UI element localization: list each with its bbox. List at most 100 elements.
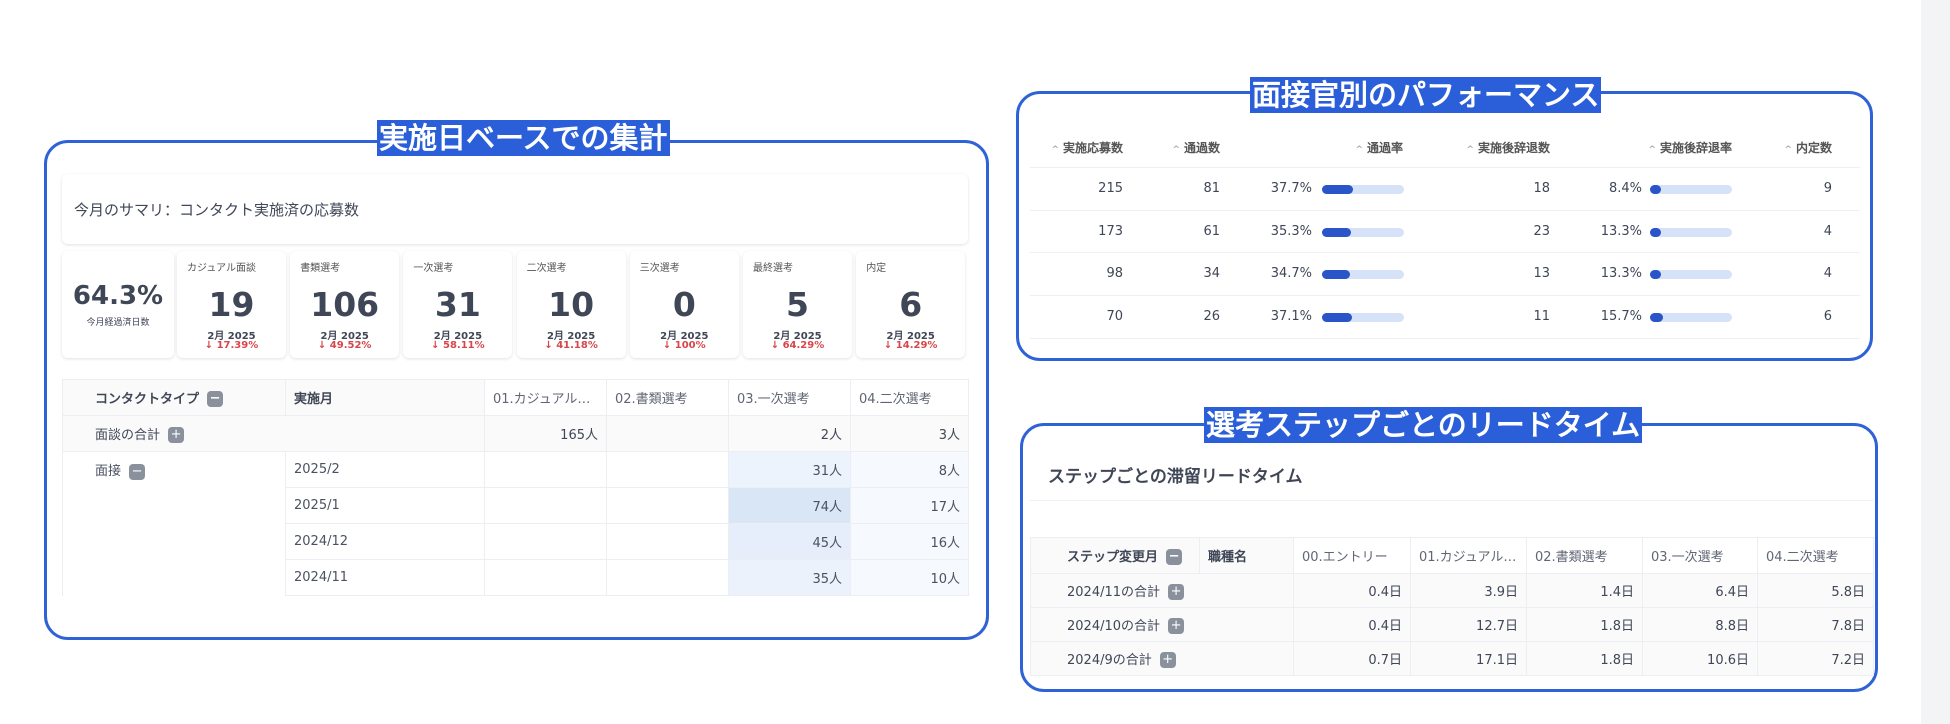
total-row: 面談の合計 +165人 2人 3人 <box>62 415 969 452</box>
collapse-button[interactable]: − <box>1166 549 1183 566</box>
column-header[interactable]: 04.二次選考 <box>850 379 969 416</box>
kpi-label: 内定 <box>866 263 887 274</box>
panel-title-lead-time: 選考ステップごとのリードタイム <box>1204 407 1643 443</box>
scrollbar[interactable] <box>1921 0 1950 724</box>
kpi-month: 2月 2025 <box>660 331 709 342</box>
row-divider <box>1030 209 1860 211</box>
collapse-button[interactable]: − <box>207 391 224 408</box>
column-header[interactable]: 03.一次選考 <box>728 379 851 416</box>
column-header[interactable]: 02.書類選考 <box>606 379 729 416</box>
sort-icon: ^ <box>1784 145 1792 155</box>
sort-header[interactable]: ^ 実施応募数 <box>1051 141 1123 155</box>
column-header[interactable]: ステップ変更月 − <box>1030 537 1200 574</box>
offer-count: 6 <box>1823 308 1832 324</box>
declined-count: 11 <box>1533 308 1550 324</box>
row-divider <box>1030 252 1860 253</box>
column-header[interactable]: 03.一次選考 <box>1642 537 1758 574</box>
sort-icon: ^ <box>1051 145 1059 155</box>
interviewer-performance-panel <box>1016 91 1873 361</box>
expand-button[interactable]: + <box>1159 652 1176 669</box>
passed-count: 26 <box>1203 308 1220 324</box>
sort-icon: ^ <box>1172 145 1180 155</box>
collapse-button[interactable]: − <box>129 463 146 480</box>
expand-button[interactable]: + <box>1168 584 1185 601</box>
column-header[interactable]: コンタクトタイプ − <box>62 379 286 416</box>
row-label: 2024/9の合計 <box>1067 652 1152 668</box>
month-cell: 2024/12 <box>285 523 485 560</box>
expand-button[interactable]: + <box>1168 618 1185 635</box>
kpi-change: ↓ 17.39% <box>204 340 259 351</box>
value-cell <box>606 451 729 488</box>
kpi-label: カジュアル面談 <box>187 263 256 274</box>
total-cell: 2人 <box>728 415 851 452</box>
kpi-value: 106 <box>310 285 380 324</box>
lead-time-subtitle: ステップごとの滞留リードタイム <box>1048 467 1303 487</box>
value-cell <box>484 559 607 596</box>
sort-icon: ^ <box>1355 145 1363 155</box>
sort-header[interactable]: ^ 実施後辞退率 <box>1648 141 1732 155</box>
sort-icon: ^ <box>1466 145 1474 155</box>
row-divider <box>1030 338 1860 339</box>
table-row: 面接 − 2025/2 31人 8人 <box>62 451 969 596</box>
column-header[interactable]: 職種名 <box>1199 537 1294 574</box>
lead-time-cell: 7.2日 <box>1757 641 1874 676</box>
kpi-label: 三次選考 <box>639 263 680 274</box>
lead-time-cell: 1.8日 <box>1526 641 1643 676</box>
column-header[interactable]: 01.カジュアル面談 <box>1410 537 1527 574</box>
total-cell: 3人 <box>850 415 969 452</box>
applied-count: 173 <box>1098 223 1123 239</box>
blank-toolbar <box>1030 500 1873 537</box>
offer-count: 9 <box>1823 181 1832 196</box>
column-header[interactable]: 実施月 <box>285 379 485 416</box>
offer-count: 4 <box>1823 266 1832 281</box>
kpi-month: 2月 2025 <box>546 331 596 342</box>
decline-rate: 13.3% <box>1600 223 1642 239</box>
decline-rate: 15.7% <box>1600 308 1642 324</box>
applied-count: 98 <box>1106 266 1123 281</box>
lead-time-cell: 8.8日 <box>1642 607 1758 642</box>
value-cell: 16人 <box>850 523 969 560</box>
kpi-card: カジュアル面談 19 2月 2025 ↓ 17.39% <box>177 251 286 358</box>
kpi-change: ↓ 64.29% <box>770 340 825 351</box>
value-cell <box>484 451 607 488</box>
table-header-row: コンタクトタイプ − 実施月 01.カジュアル面談 02.書類選考 03.一次選考 04.二… <box>62 379 969 416</box>
lead-time-cell: 5.8日 <box>1757 573 1874 608</box>
sort-icon: ^ <box>1648 145 1656 155</box>
kpi-card: 二次選考 10 2月 2025 ↓ 41.18% <box>516 251 626 358</box>
row-label: 2024/11の合計 <box>1067 584 1161 600</box>
decline-rate-bar <box>1650 185 1732 194</box>
total-cell: 165人 <box>484 415 607 452</box>
column-header[interactable]: 01.カジュアル面談 <box>484 379 607 416</box>
kpi-label: 書類選考 <box>300 263 341 274</box>
kpi-label: 最終選考 <box>753 263 793 274</box>
summary-title: 今月のサマリ：コンタクト実施済の応募数 <box>74 201 360 219</box>
elapsed-label: 今月経過済日数 <box>86 318 150 328</box>
column-header[interactable]: 00.エントリー <box>1293 537 1411 574</box>
applied-count: 70 <box>1106 308 1123 324</box>
pass-rate-bar <box>1322 270 1404 279</box>
value-cell: 10人 <box>850 559 969 596</box>
applied-count: 215 <box>1098 181 1123 196</box>
kpi-month: 2月 2025 <box>320 331 369 342</box>
value-cell: 31人 <box>728 451 851 488</box>
declined-count: 18 <box>1533 181 1550 196</box>
kpi-value: 0 <box>672 285 696 324</box>
column-header[interactable]: 04.二次選考 <box>1757 537 1874 574</box>
row-divider <box>1030 167 1860 168</box>
sort-header[interactable]: ^ 通過率 <box>1355 141 1403 155</box>
sort-header[interactable]: ^ 通過数 <box>1172 141 1220 155</box>
expand-button[interactable]: + <box>168 427 185 444</box>
pass-rate-bar <box>1322 227 1404 237</box>
total-label: 面談の合計 <box>95 427 161 443</box>
lead-time-cell: 12.7日 <box>1410 607 1527 642</box>
summary-card: 今月のサマリ：コンタクト実施済の応募数 <box>62 174 968 244</box>
column-header[interactable]: 02.書類選考 <box>1526 537 1643 574</box>
table-row: 2024/11の合計 +0.4日 3.9日 1.4日 6.4日 5.8日 <box>1030 573 1874 608</box>
value-cell: 17人 <box>850 487 969 524</box>
sort-header[interactable]: ^ 実施後辞退数 <box>1466 141 1550 155</box>
sort-header[interactable]: ^ 内定数 <box>1784 141 1832 155</box>
value-cell <box>606 487 729 524</box>
value-cell <box>606 523 729 560</box>
value-cell: 45人 <box>728 523 851 560</box>
pass-rate: 37.1% <box>1270 308 1312 324</box>
